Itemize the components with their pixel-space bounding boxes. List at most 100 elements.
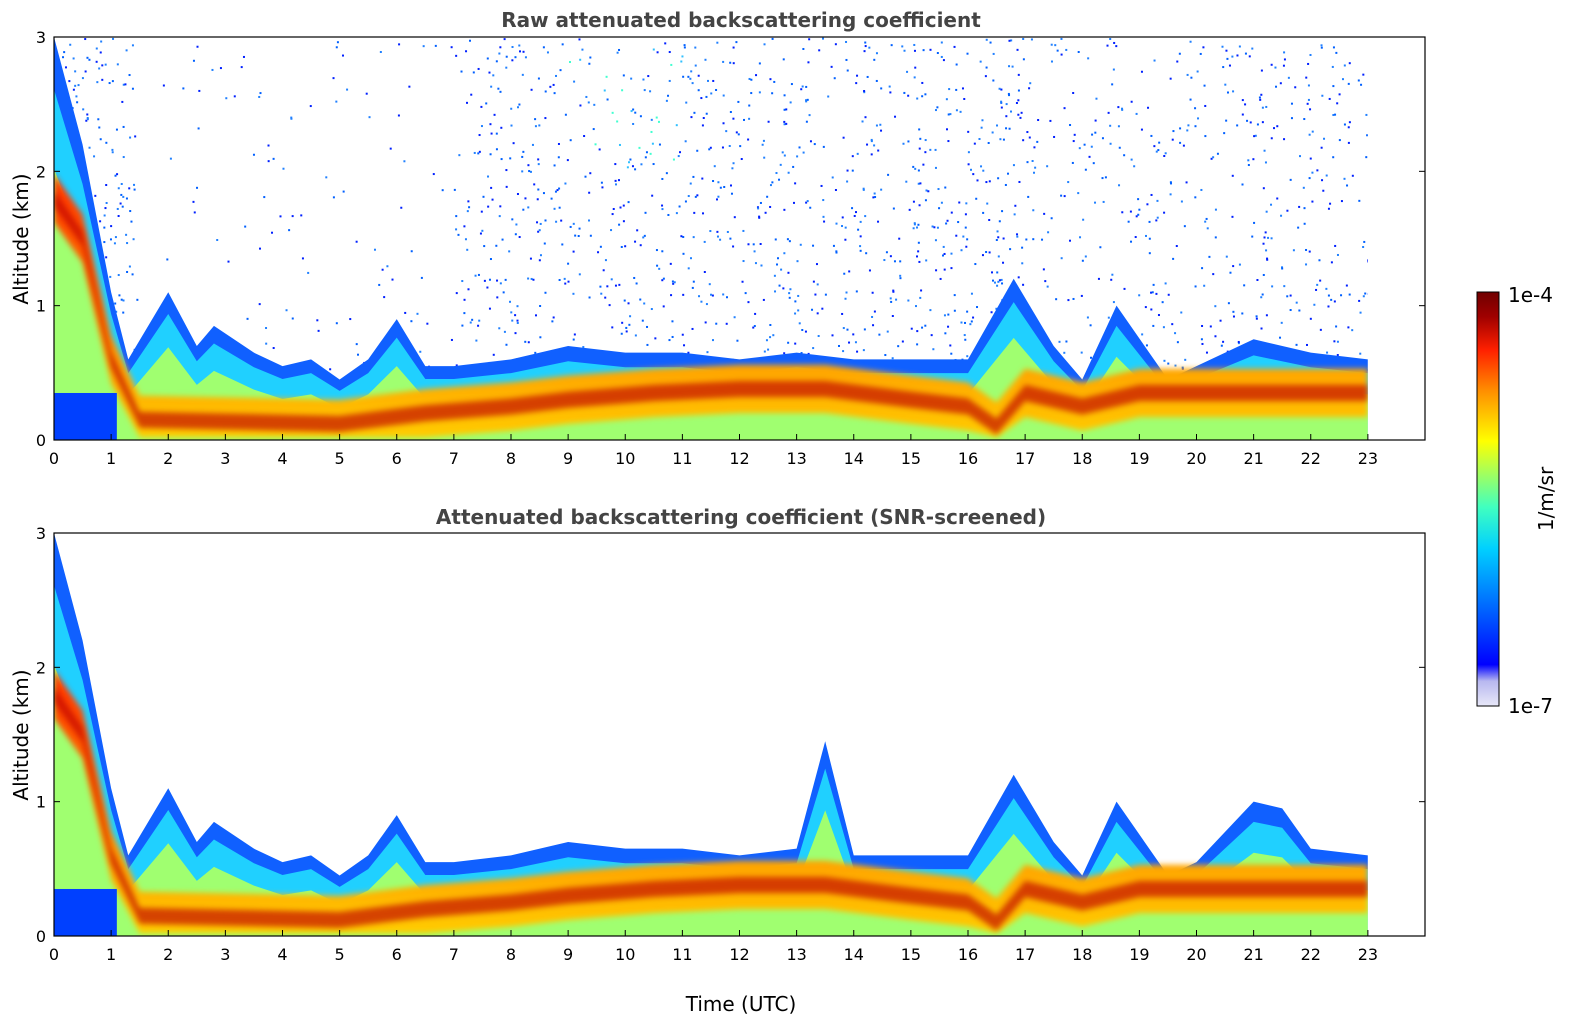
noise-point	[76, 101, 79, 104]
noise-point	[1357, 79, 1360, 82]
noise-point	[822, 215, 825, 218]
noise-point	[572, 338, 575, 341]
noise-point	[696, 149, 699, 152]
noise-point	[291, 317, 294, 320]
noise-point	[945, 98, 948, 101]
noise-point	[242, 55, 245, 58]
noise-point	[650, 130, 653, 133]
noise-point	[694, 46, 697, 49]
x-tick-label: 0	[49, 945, 59, 964]
noise-point	[99, 138, 102, 141]
noise-point	[1151, 291, 1154, 294]
noise-point	[1054, 44, 1057, 47]
noise-point	[133, 183, 136, 186]
noise-point	[1229, 271, 1232, 274]
noise-point	[492, 353, 495, 356]
noise-point	[587, 101, 590, 104]
noise-point	[1307, 62, 1310, 65]
noise-point	[1319, 328, 1322, 331]
noise-point	[1320, 46, 1323, 49]
noise-point	[965, 202, 968, 205]
noise-point	[99, 220, 102, 223]
noise-point	[691, 327, 694, 330]
noise-point	[788, 240, 791, 243]
noise-point	[1336, 354, 1339, 357]
noise-point	[783, 208, 786, 211]
noise-point	[434, 44, 437, 47]
noise-point	[941, 254, 944, 257]
x-tick-label: 11	[672, 945, 692, 964]
noise-point	[1311, 130, 1314, 133]
noise-point	[592, 128, 595, 131]
noise-point	[1271, 285, 1274, 288]
noise-point	[725, 296, 728, 299]
noise-point	[1150, 193, 1153, 196]
noise-point	[122, 83, 125, 86]
noise-point	[1331, 65, 1334, 68]
noise-point	[618, 143, 621, 146]
noise-point	[766, 195, 769, 198]
noise-point	[1306, 102, 1309, 105]
noise-point	[1238, 263, 1241, 266]
noise-point	[1241, 183, 1244, 186]
noise-point	[1046, 165, 1049, 168]
noise-point	[455, 364, 458, 367]
noise-point	[1221, 45, 1224, 48]
noise-point	[976, 179, 979, 182]
boundary-layer-mid	[54, 585, 1368, 936]
noise-point	[1013, 213, 1016, 216]
noise-point	[1083, 143, 1086, 146]
noise-point	[1167, 293, 1170, 296]
noise-point	[62, 56, 65, 59]
noise-point	[1358, 299, 1361, 302]
noise-point	[1305, 76, 1308, 79]
noise-point	[546, 51, 549, 54]
noise-point	[631, 165, 634, 168]
noise-point	[898, 237, 901, 240]
noise-point	[1238, 45, 1241, 48]
noise-point	[883, 259, 886, 262]
noise-point	[1172, 130, 1175, 133]
screened-panel-title: Attenuated backscattering coefficient (S…	[436, 505, 1046, 529]
noise-point	[859, 220, 862, 223]
noise-point	[966, 355, 969, 358]
noise-point	[1225, 49, 1228, 52]
noise-point	[821, 307, 824, 310]
noise-point	[1225, 119, 1228, 122]
noise-point	[1364, 292, 1367, 295]
colorbar-max-label: 1e-4	[1508, 283, 1553, 307]
noise-point	[875, 79, 878, 82]
noise-point	[794, 342, 797, 345]
noise-point	[1189, 98, 1192, 101]
noise-point	[924, 93, 927, 96]
noise-point	[769, 324, 772, 327]
noise-point	[389, 147, 392, 150]
noise-point	[516, 321, 519, 324]
noise-point	[88, 146, 91, 149]
noise-point	[1231, 215, 1234, 218]
noise-point	[105, 141, 108, 144]
noise-point	[468, 39, 471, 42]
noise-point	[1130, 158, 1133, 161]
noise-point	[985, 38, 988, 41]
noise-point	[1050, 217, 1053, 220]
noise-point	[1037, 119, 1040, 122]
noise-point	[683, 344, 686, 347]
noise-point	[550, 197, 553, 200]
noise-point	[922, 163, 925, 166]
noise-point	[765, 339, 768, 342]
noise-point	[122, 156, 125, 159]
noise-point	[822, 145, 825, 148]
noise-point	[1336, 253, 1339, 256]
noise-point	[398, 43, 401, 46]
noise-point	[701, 124, 704, 127]
noise-point	[130, 220, 133, 223]
noise-point	[95, 60, 98, 63]
noise-point	[489, 123, 492, 126]
noise-point	[1155, 150, 1158, 153]
noise-point	[1298, 205, 1301, 208]
noise-point	[1216, 152, 1219, 155]
noise-point	[864, 41, 867, 44]
noise-point	[316, 319, 319, 322]
